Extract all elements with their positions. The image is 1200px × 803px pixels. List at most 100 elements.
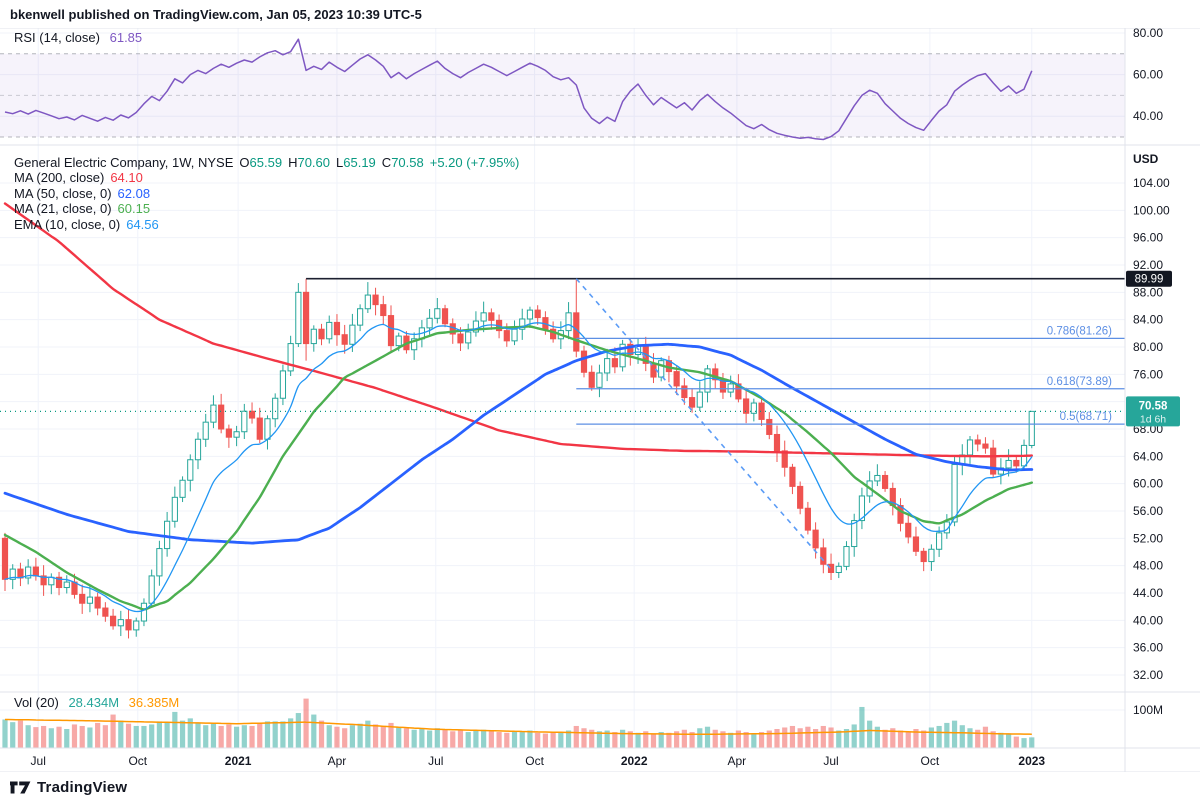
candle[interactable]: [843, 541, 850, 571]
candle[interactable]: [889, 482, 896, 516]
candle[interactable]: [912, 526, 920, 557]
candle[interactable]: [905, 514, 912, 544]
candle[interactable]: [241, 403, 248, 439]
candle[interactable]: [133, 617, 140, 637]
candle[interactable]: [596, 364, 603, 398]
candle[interactable]: [743, 387, 750, 424]
candle[interactable]: [17, 562, 24, 587]
candle[interactable]: [357, 304, 364, 332]
candle[interactable]: [318, 323, 325, 346]
candle[interactable]: [156, 540, 163, 586]
candle[interactable]: [982, 437, 989, 454]
candle[interactable]: [9, 564, 16, 590]
candle[interactable]: [364, 282, 371, 314]
candle[interactable]: [804, 501, 811, 535]
candle[interactable]: [187, 454, 194, 492]
candle[interactable]: [881, 471, 889, 492]
tradingview-logo-icon[interactable]: [10, 780, 31, 795]
candle[interactable]: [519, 308, 526, 340]
candle[interactable]: [681, 378, 688, 405]
candle[interactable]: [688, 388, 696, 413]
candle[interactable]: [704, 364, 711, 403]
candle[interactable]: [279, 364, 287, 406]
candle[interactable]: [480, 301, 487, 333]
candle[interactable]: [194, 432, 202, 470]
candle[interactable]: [94, 592, 101, 616]
candle[interactable]: [256, 407, 263, 444]
candle[interactable]: [766, 412, 773, 440]
candlestick-series[interactable]: [1, 278, 1035, 639]
candle[interactable]: [1, 532, 9, 591]
chart-canvas[interactable]: 0.786(81.26) 0.618(73.89) 0.5(68.71) USD 104…: [0, 28, 1200, 772]
candle[interactable]: [959, 444, 966, 476]
candle[interactable]: [727, 375, 734, 398]
chart-area[interactable]: 0.786(81.26) 0.618(73.89) 0.5(68.71) USD 104…: [0, 28, 1200, 772]
candle[interactable]: [966, 436, 974, 464]
candle[interactable]: [1028, 410, 1035, 449]
trend-line[interactable]: [575, 278, 832, 570]
candle[interactable]: [179, 476, 186, 503]
drawings[interactable]: 0.786(81.26) 0.618(73.89) 0.5(68.71): [0, 277, 1125, 570]
candle[interactable]: [835, 562, 842, 579]
candle[interactable]: [580, 345, 588, 378]
candle[interactable]: [858, 487, 866, 530]
candle[interactable]: [202, 413, 209, 447]
candle[interactable]: [287, 335, 294, 377]
price-axis[interactable]: USD 104.00 100.00 96.00 92.00 88.00 84.00 80.00…: [1126, 28, 1180, 717]
candle[interactable]: [63, 575, 70, 594]
candle[interactable]: [588, 365, 595, 391]
candle[interactable]: [79, 584, 86, 614]
volume-pane[interactable]: [2, 698, 1035, 748]
candle[interactable]: [218, 393, 225, 434]
candle[interactable]: [719, 372, 727, 399]
candle[interactable]: [1005, 449, 1012, 477]
candle[interactable]: [820, 538, 827, 574]
candle[interactable]: [750, 398, 757, 422]
candle[interactable]: [627, 338, 634, 366]
candle[interactable]: [411, 332, 418, 360]
candle[interactable]: [827, 553, 835, 581]
candle[interactable]: [951, 455, 958, 527]
candle[interactable]: [109, 608, 117, 630]
candle[interactable]: [696, 381, 703, 411]
candle[interactable]: [310, 325, 317, 352]
time-axis[interactable]: Jul Oct 2021 Apr Jul Oct 2022 Apr Jul Oct 2023: [31, 754, 1046, 768]
candle[interactable]: [990, 439, 997, 478]
candle[interactable]: [86, 585, 94, 613]
candle[interactable]: [25, 559, 32, 585]
candle[interactable]: [387, 305, 395, 353]
candle[interactable]: [333, 314, 341, 346]
candle[interactable]: [48, 573, 55, 595]
candle[interactable]: [372, 287, 379, 316]
candle[interactable]: [789, 463, 796, 495]
candle[interactable]: [472, 311, 480, 337]
candle[interactable]: [943, 514, 950, 539]
candle[interactable]: [164, 511, 171, 557]
candle[interactable]: [248, 402, 256, 424]
candle[interactable]: [225, 424, 232, 448]
candle[interactable]: [171, 486, 178, 528]
candle[interactable]: [264, 415, 271, 450]
candle[interactable]: [781, 440, 788, 477]
candle[interactable]: [302, 278, 310, 361]
candle[interactable]: [380, 295, 387, 325]
rsi-pane[interactable]: [0, 38, 1125, 141]
candle[interactable]: [673, 365, 680, 395]
candle[interactable]: [974, 434, 981, 452]
candle[interactable]: [851, 513, 858, 557]
candle[interactable]: [434, 297, 441, 324]
candle[interactable]: [773, 425, 781, 462]
candle[interactable]: [341, 324, 348, 354]
candle[interactable]: [102, 602, 109, 622]
candle[interactable]: [573, 278, 580, 358]
candle[interactable]: [441, 304, 449, 328]
candle[interactable]: [534, 305, 541, 325]
candle[interactable]: [997, 458, 1004, 485]
candle[interactable]: [758, 397, 765, 426]
candle[interactable]: [797, 481, 804, 515]
candle[interactable]: [326, 315, 333, 344]
candle[interactable]: [812, 522, 819, 559]
candle[interactable]: [511, 320, 518, 346]
candle[interactable]: [920, 547, 927, 572]
candle[interactable]: [897, 498, 904, 532]
